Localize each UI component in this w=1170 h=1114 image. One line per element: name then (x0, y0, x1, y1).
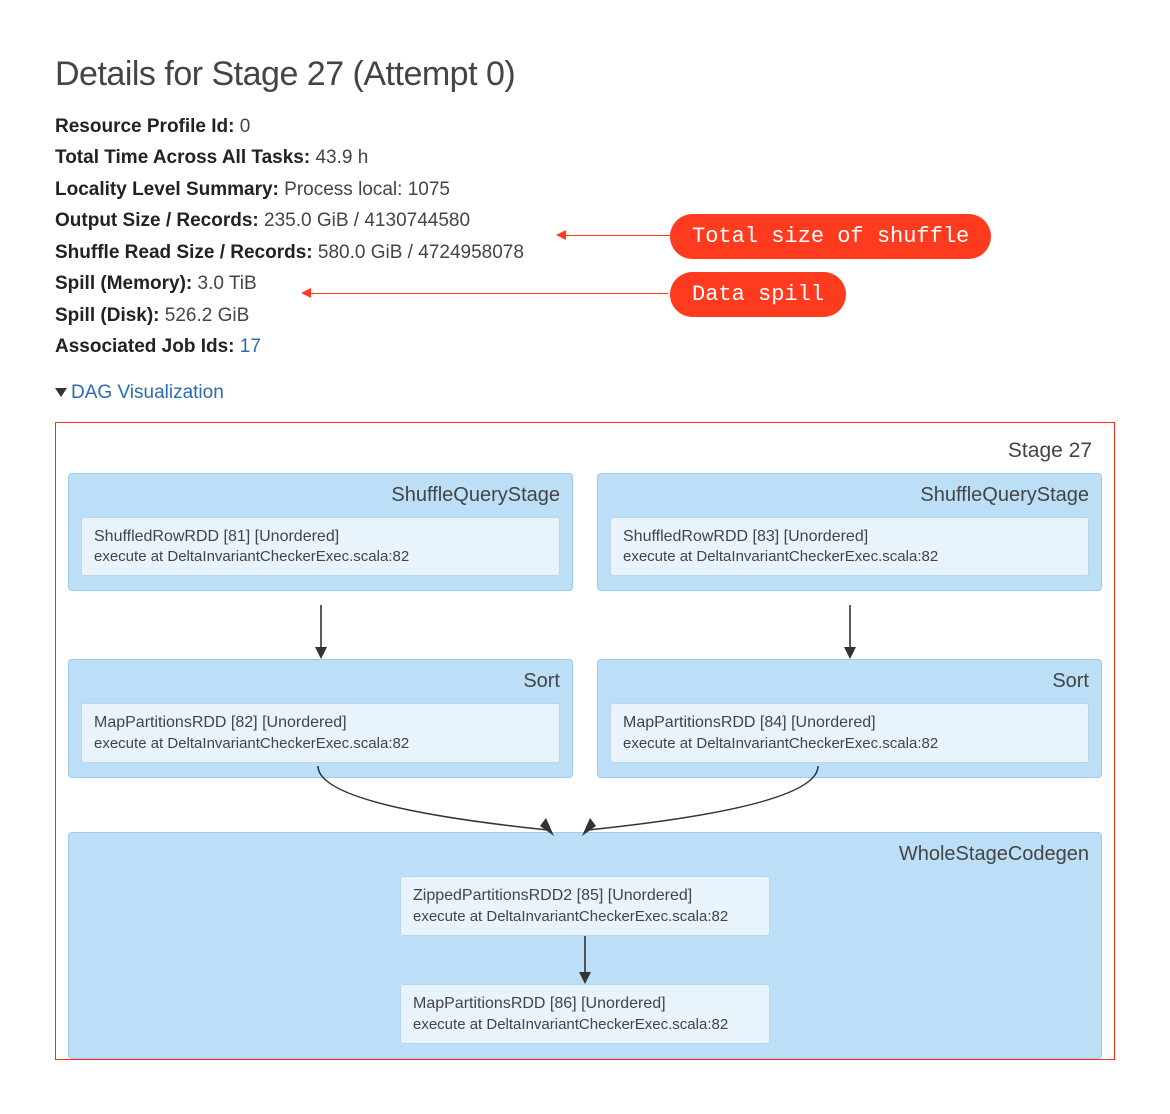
meta-label: Shuffle Read Size / Records: (55, 242, 313, 263)
sort-stage-left: Sort MapPartitionsRDD [82] [Unordered] e… (68, 659, 573, 778)
rdd-line2: execute at DeltaInvariantCheckerExec.sca… (94, 547, 547, 567)
rdd-line2: execute at DeltaInvariantCheckerExec.sca… (94, 734, 547, 754)
annotation-arrow (565, 235, 670, 236)
shuffle-query-stage-left: ShuffleQueryStage ShuffledRowRDD [81] [U… (68, 473, 573, 592)
shuffle-query-stage-right: ShuffleQueryStage ShuffledRowRDD [83] [U… (597, 473, 1102, 592)
rdd-line1: MapPartitionsRDD [86] [Unordered] (413, 993, 757, 1015)
meta-value: 43.9 h (315, 147, 368, 168)
meta-resource-profile: Resource Profile Id: 0 (55, 112, 1115, 141)
rdd-line1: MapPartitionsRDD [84] [Unordered] (623, 712, 1076, 734)
rdd-line1: ShuffledRowRDD [83] [Unordered] (623, 526, 1076, 548)
chevron-down-icon (55, 388, 67, 397)
rdd-node: MapPartitionsRDD [84] [Unordered] execut… (610, 703, 1089, 763)
meta-value: Process local: 1075 (284, 179, 450, 200)
rdd-node: ShuffledRowRDD [83] [Unordered] execute … (610, 517, 1089, 577)
meta-value: 0 (240, 116, 251, 137)
converge-arrows (68, 778, 1102, 842)
meta-value: 235.0 GiB / 4130744580 (264, 210, 470, 231)
meta-label: Resource Profile Id: (55, 116, 235, 137)
rdd-line2: execute at DeltaInvariantCheckerExec.sca… (623, 547, 1076, 567)
arrow-down-icon (575, 936, 595, 984)
rdd-node: ZippedPartitionsRDD2 [85] [Unordered] ex… (400, 876, 770, 936)
sort-stage-right: Sort MapPartitionsRDD [84] [Unordered] e… (597, 659, 1102, 778)
rdd-line2: execute at DeltaInvariantCheckerExec.sca… (413, 1015, 757, 1035)
meta-label: Total Time Across All Tasks: (55, 147, 310, 168)
rdd-line1: ShuffledRowRDD [81] [Unordered] (94, 526, 547, 548)
meta-label: Spill (Memory): (55, 273, 192, 294)
dag-toggle-label: DAG Visualization (71, 382, 224, 404)
meta-value: 3.0 TiB (198, 273, 257, 294)
op-title: Sort (610, 670, 1089, 693)
associated-job-link[interactable]: 17 (240, 336, 261, 357)
dag-visualization-panel: Stage 27 ShuffleQueryStage ShuffledRowRD… (55, 422, 1115, 1060)
meta-label: Spill (Disk): (55, 305, 160, 326)
op-title: Sort (81, 670, 560, 693)
stage-label: Stage 27 (68, 433, 1102, 473)
dag-right-column: ShuffleQueryStage ShuffledRowRDD [83] [U… (597, 473, 1102, 779)
annotation-arrow (310, 293, 668, 294)
meta-value: 526.2 GiB (165, 305, 250, 326)
page-title: Details for Stage 27 (Attempt 0) (55, 55, 1115, 94)
meta-label: Associated Job Ids: (55, 336, 235, 357)
arrow-left-icon (556, 230, 566, 240)
annotation-data-spill: Data spill (670, 272, 846, 317)
meta-spill-disk: Spill (Disk): 526.2 GiB (55, 301, 1115, 330)
op-title: ShuffleQueryStage (81, 484, 560, 507)
rdd-line1: MapPartitionsRDD [82] [Unordered] (94, 712, 547, 734)
wholestage-codegen: WholeStageCodegen ZippedPartitionsRDD2 [… (68, 832, 1102, 1059)
meta-value: 580.0 GiB / 4724958078 (318, 242, 524, 263)
rdd-line1: ZippedPartitionsRDD2 [85] [Unordered] (413, 885, 757, 907)
meta-label: Locality Level Summary: (55, 179, 279, 200)
dag-left-column: ShuffleQueryStage ShuffledRowRDD [81] [U… (68, 473, 573, 779)
arrow-down-icon (311, 605, 331, 659)
rdd-line2: execute at DeltaInvariantCheckerExec.sca… (623, 734, 1076, 754)
meta-associated-jobs: Associated Job Ids: 17 (55, 332, 1115, 361)
arrow-left-icon (301, 288, 311, 298)
annotation-shuffle-size: Total size of shuffle (670, 214, 991, 259)
rdd-node: MapPartitionsRDD [86] [Unordered] execut… (400, 984, 770, 1044)
arrow-down-icon (840, 605, 860, 659)
op-title: WholeStageCodegen (81, 843, 1089, 866)
meta-total-time: Total Time Across All Tasks: 43.9 h (55, 143, 1115, 172)
meta-label: Output Size / Records: (55, 210, 259, 231)
meta-locality: Locality Level Summary: Process local: 1… (55, 175, 1115, 204)
op-title: ShuffleQueryStage (610, 484, 1089, 507)
rdd-node: ShuffledRowRDD [81] [Unordered] execute … (81, 517, 560, 577)
rdd-node: MapPartitionsRDD [82] [Unordered] execut… (81, 703, 560, 763)
rdd-line2: execute at DeltaInvariantCheckerExec.sca… (413, 907, 757, 927)
dag-visualization-toggle[interactable]: DAG Visualization (55, 382, 1115, 404)
meta-spill-memory: Spill (Memory): 3.0 TiB (55, 269, 1115, 298)
